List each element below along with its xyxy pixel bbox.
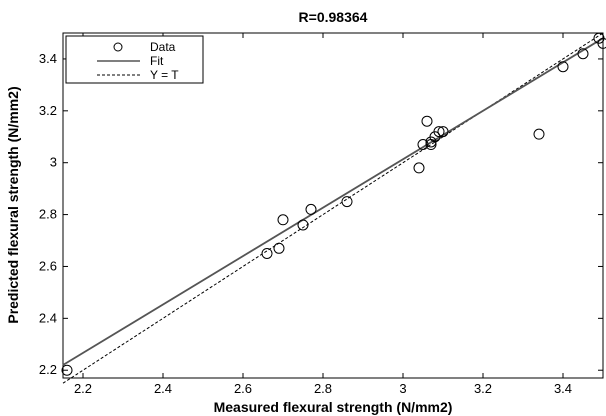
x-tick-label: 3.4	[554, 381, 572, 396]
x-tick-label: 2.4	[154, 381, 172, 396]
x-tick-label: 3.2	[474, 381, 492, 396]
y-tick-label: 2.8	[39, 207, 57, 222]
legend-data-marker-icon	[113, 42, 123, 52]
data-point	[61, 364, 73, 376]
x-tick-label: 2.2	[74, 381, 92, 396]
data-point	[273, 242, 285, 254]
legend-label-data: Data	[150, 40, 176, 54]
y-axis-label: Predicted flexural strength (N/mm2)	[5, 86, 21, 323]
legend: Data Fit Y = T	[65, 35, 204, 84]
data-point	[297, 219, 309, 231]
data-point	[421, 115, 433, 127]
y-tick-label: 2.6	[39, 258, 57, 273]
points-layer	[61, 32, 606, 376]
data-point	[557, 61, 569, 73]
y-tick-label: 3.2	[39, 103, 57, 118]
y-tick-label: 2.4	[39, 310, 57, 325]
legend-label-fit: Fit	[150, 54, 164, 68]
data-point	[261, 247, 273, 259]
lines-layer	[62, 32, 604, 384]
plot-frame	[62, 32, 604, 379]
data-point	[417, 139, 429, 151]
identity-line	[62, 32, 604, 384]
legend-label-identity: Y = T	[150, 68, 179, 82]
x-tick-label: 2.8	[314, 381, 332, 396]
y-tick-label: 3	[50, 155, 57, 170]
data-point	[413, 162, 425, 174]
x-tick-label: 2.6	[234, 381, 252, 396]
x-tick-label: 3	[399, 381, 406, 396]
data-point	[305, 203, 317, 215]
data-point	[533, 128, 545, 140]
legend-box	[65, 35, 204, 84]
data-point	[277, 214, 289, 226]
data-point	[577, 48, 589, 60]
data-point	[341, 196, 353, 208]
x-axis-label: Measured flexural strength (N/mm2)	[214, 399, 453, 415]
fit-line	[62, 37, 604, 366]
ticks-layer: 2.2 2.4 2.6 2.8 3 3.2 3.4 2.2 2.4 2.6 2.8 3 3.2 3.4	[39, 33, 603, 396]
data-point	[437, 126, 449, 138]
y-tick-label: 2.2	[39, 362, 57, 377]
data-point	[433, 126, 445, 138]
chart-title: R=0.98364	[299, 9, 368, 25]
data-point	[597, 37, 606, 49]
y-tick-label: 3.4	[39, 51, 57, 66]
